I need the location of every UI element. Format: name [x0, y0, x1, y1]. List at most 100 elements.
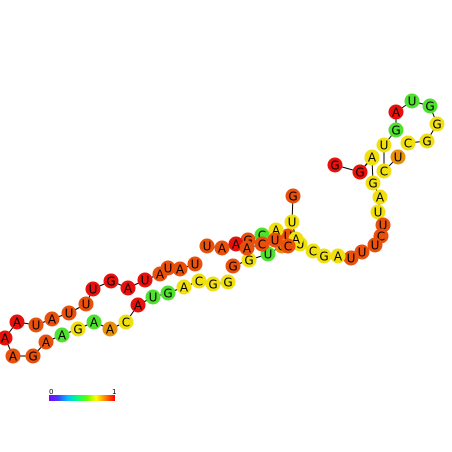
nucleotide: G — [241, 252, 257, 268]
nucleotide: U — [61, 305, 77, 321]
nucleotide-circle — [70, 321, 86, 337]
nucleotide-circle — [191, 273, 207, 289]
nucleotide-letter: G — [28, 350, 37, 364]
nucleotide-letter: U — [394, 151, 403, 165]
nucleotide: U — [199, 238, 215, 254]
nucleotide-circle — [327, 157, 343, 173]
color-scale-bar — [49, 395, 115, 401]
nucleotide-letter: U — [32, 319, 41, 333]
nucleotide-letter: U — [203, 240, 212, 254]
nucleotide: G — [365, 175, 381, 191]
nucleotide-letter: U — [164, 262, 173, 276]
nucleotide-circle — [422, 98, 438, 114]
nucleotide: U — [343, 250, 359, 266]
nucleotide-letter: A — [42, 336, 51, 350]
nucleotide-letter: U — [374, 206, 383, 220]
nucleotide-circle — [352, 164, 368, 180]
nucleotide-letter: U — [82, 298, 91, 312]
nucleotide-circle — [205, 276, 221, 292]
nucleotide-letter: A — [58, 329, 67, 343]
nucleotide-letter: G — [422, 135, 431, 149]
nucleotide-circle — [5, 348, 21, 364]
nucleotide-letter: U — [65, 307, 74, 321]
nucleotide-circle — [38, 334, 54, 350]
nucleotide-circle — [172, 261, 188, 277]
nucleotide-letter: G — [208, 278, 217, 292]
nucleotide-circle — [176, 279, 192, 295]
nucleotide: U — [145, 289, 161, 305]
nucleotide-circle — [370, 204, 386, 220]
nucleotide: U — [370, 204, 386, 220]
nucleotide: G — [103, 273, 119, 289]
nucleotide-letter: C — [309, 245, 317, 259]
nucleotide-letter: U — [408, 95, 417, 109]
nucleotide-circle — [343, 250, 359, 266]
nucleotide: A — [5, 348, 21, 364]
nucleotide: A — [9, 314, 25, 330]
nucleotide-letter: U — [264, 248, 273, 262]
nucleotide-letter: A — [180, 281, 189, 295]
nucleotide-letter: U — [371, 239, 380, 253]
nucleotide-letter: C — [380, 165, 388, 179]
nucleotide-circle — [187, 256, 203, 272]
nucleotide: A — [239, 240, 255, 256]
nucleotide-letter: C — [258, 238, 266, 252]
nucleotide-circle — [85, 281, 101, 297]
nucleotide-letter: A — [334, 250, 343, 264]
nucleotide-circle — [28, 317, 44, 333]
nucleotide-letter: A — [9, 350, 18, 364]
nucleotide-circle — [61, 305, 77, 321]
nucleotide: G — [419, 133, 435, 149]
nucleotide: G — [285, 188, 301, 204]
nucleotide-letter: A — [90, 316, 99, 330]
nucleotide-letter: U — [271, 234, 280, 248]
nucleotide-letter: A — [156, 268, 165, 282]
nucleotide-letter: A — [272, 224, 281, 238]
nucleotide-circle — [354, 244, 370, 260]
color-scale-legend: 0 1 — [49, 388, 116, 401]
nucleotide-circle — [220, 274, 236, 290]
nucleotide-circle — [130, 297, 146, 313]
nucleotide: U — [390, 149, 406, 165]
nucleotide-letter: G — [244, 254, 253, 268]
nucleotide: U — [160, 260, 176, 276]
nucleotide-circle — [376, 163, 392, 179]
nucleotide-letter: A — [292, 233, 301, 247]
nucleotide: A — [102, 321, 118, 337]
nucleotide-circle — [241, 252, 257, 268]
nucleotide-letter: A — [13, 316, 22, 330]
nucleotide: U — [85, 281, 101, 297]
nucleotide: C — [280, 238, 296, 254]
nucleotide-letter: A — [106, 323, 115, 337]
nucleotide-letter: A — [134, 299, 143, 313]
nucleotide-circle — [103, 273, 119, 289]
nucleotide: U — [187, 256, 203, 272]
nucleotide-circle — [280, 238, 296, 254]
nucleotide: U — [354, 244, 370, 260]
nucleotide-circle — [239, 240, 255, 256]
nucleotide: G — [388, 122, 404, 138]
nucleotide: G — [422, 98, 438, 114]
nucleotide-circle — [120, 280, 136, 296]
nucleotide-circle — [284, 214, 300, 230]
nucleotide-circle — [44, 311, 60, 327]
nucleotide: A — [176, 279, 192, 295]
nucleotide-circle — [160, 285, 176, 301]
nucleotide: G — [70, 321, 86, 337]
nucleotide-letter: U — [149, 291, 158, 305]
nucleotide-circle — [400, 135, 416, 151]
nucleotide-letter: G — [73, 323, 82, 337]
nucleotide-letter: A — [392, 106, 401, 120]
nucleotide: U — [28, 317, 44, 333]
nucleotide-letter: G — [425, 100, 434, 114]
nucleotide-letter: G — [355, 166, 364, 180]
nucleotide: G — [25, 348, 41, 364]
nucleotide-circle — [25, 348, 41, 364]
nucleotide: C — [191, 273, 207, 289]
nucleotide-circle — [0, 330, 13, 346]
nucleotide: U — [367, 237, 383, 253]
nucleotide-letter: C — [404, 137, 412, 151]
nucleotide: U — [376, 137, 392, 153]
nucleotide-letter: U — [347, 252, 356, 266]
nucleotide: U — [284, 214, 300, 230]
